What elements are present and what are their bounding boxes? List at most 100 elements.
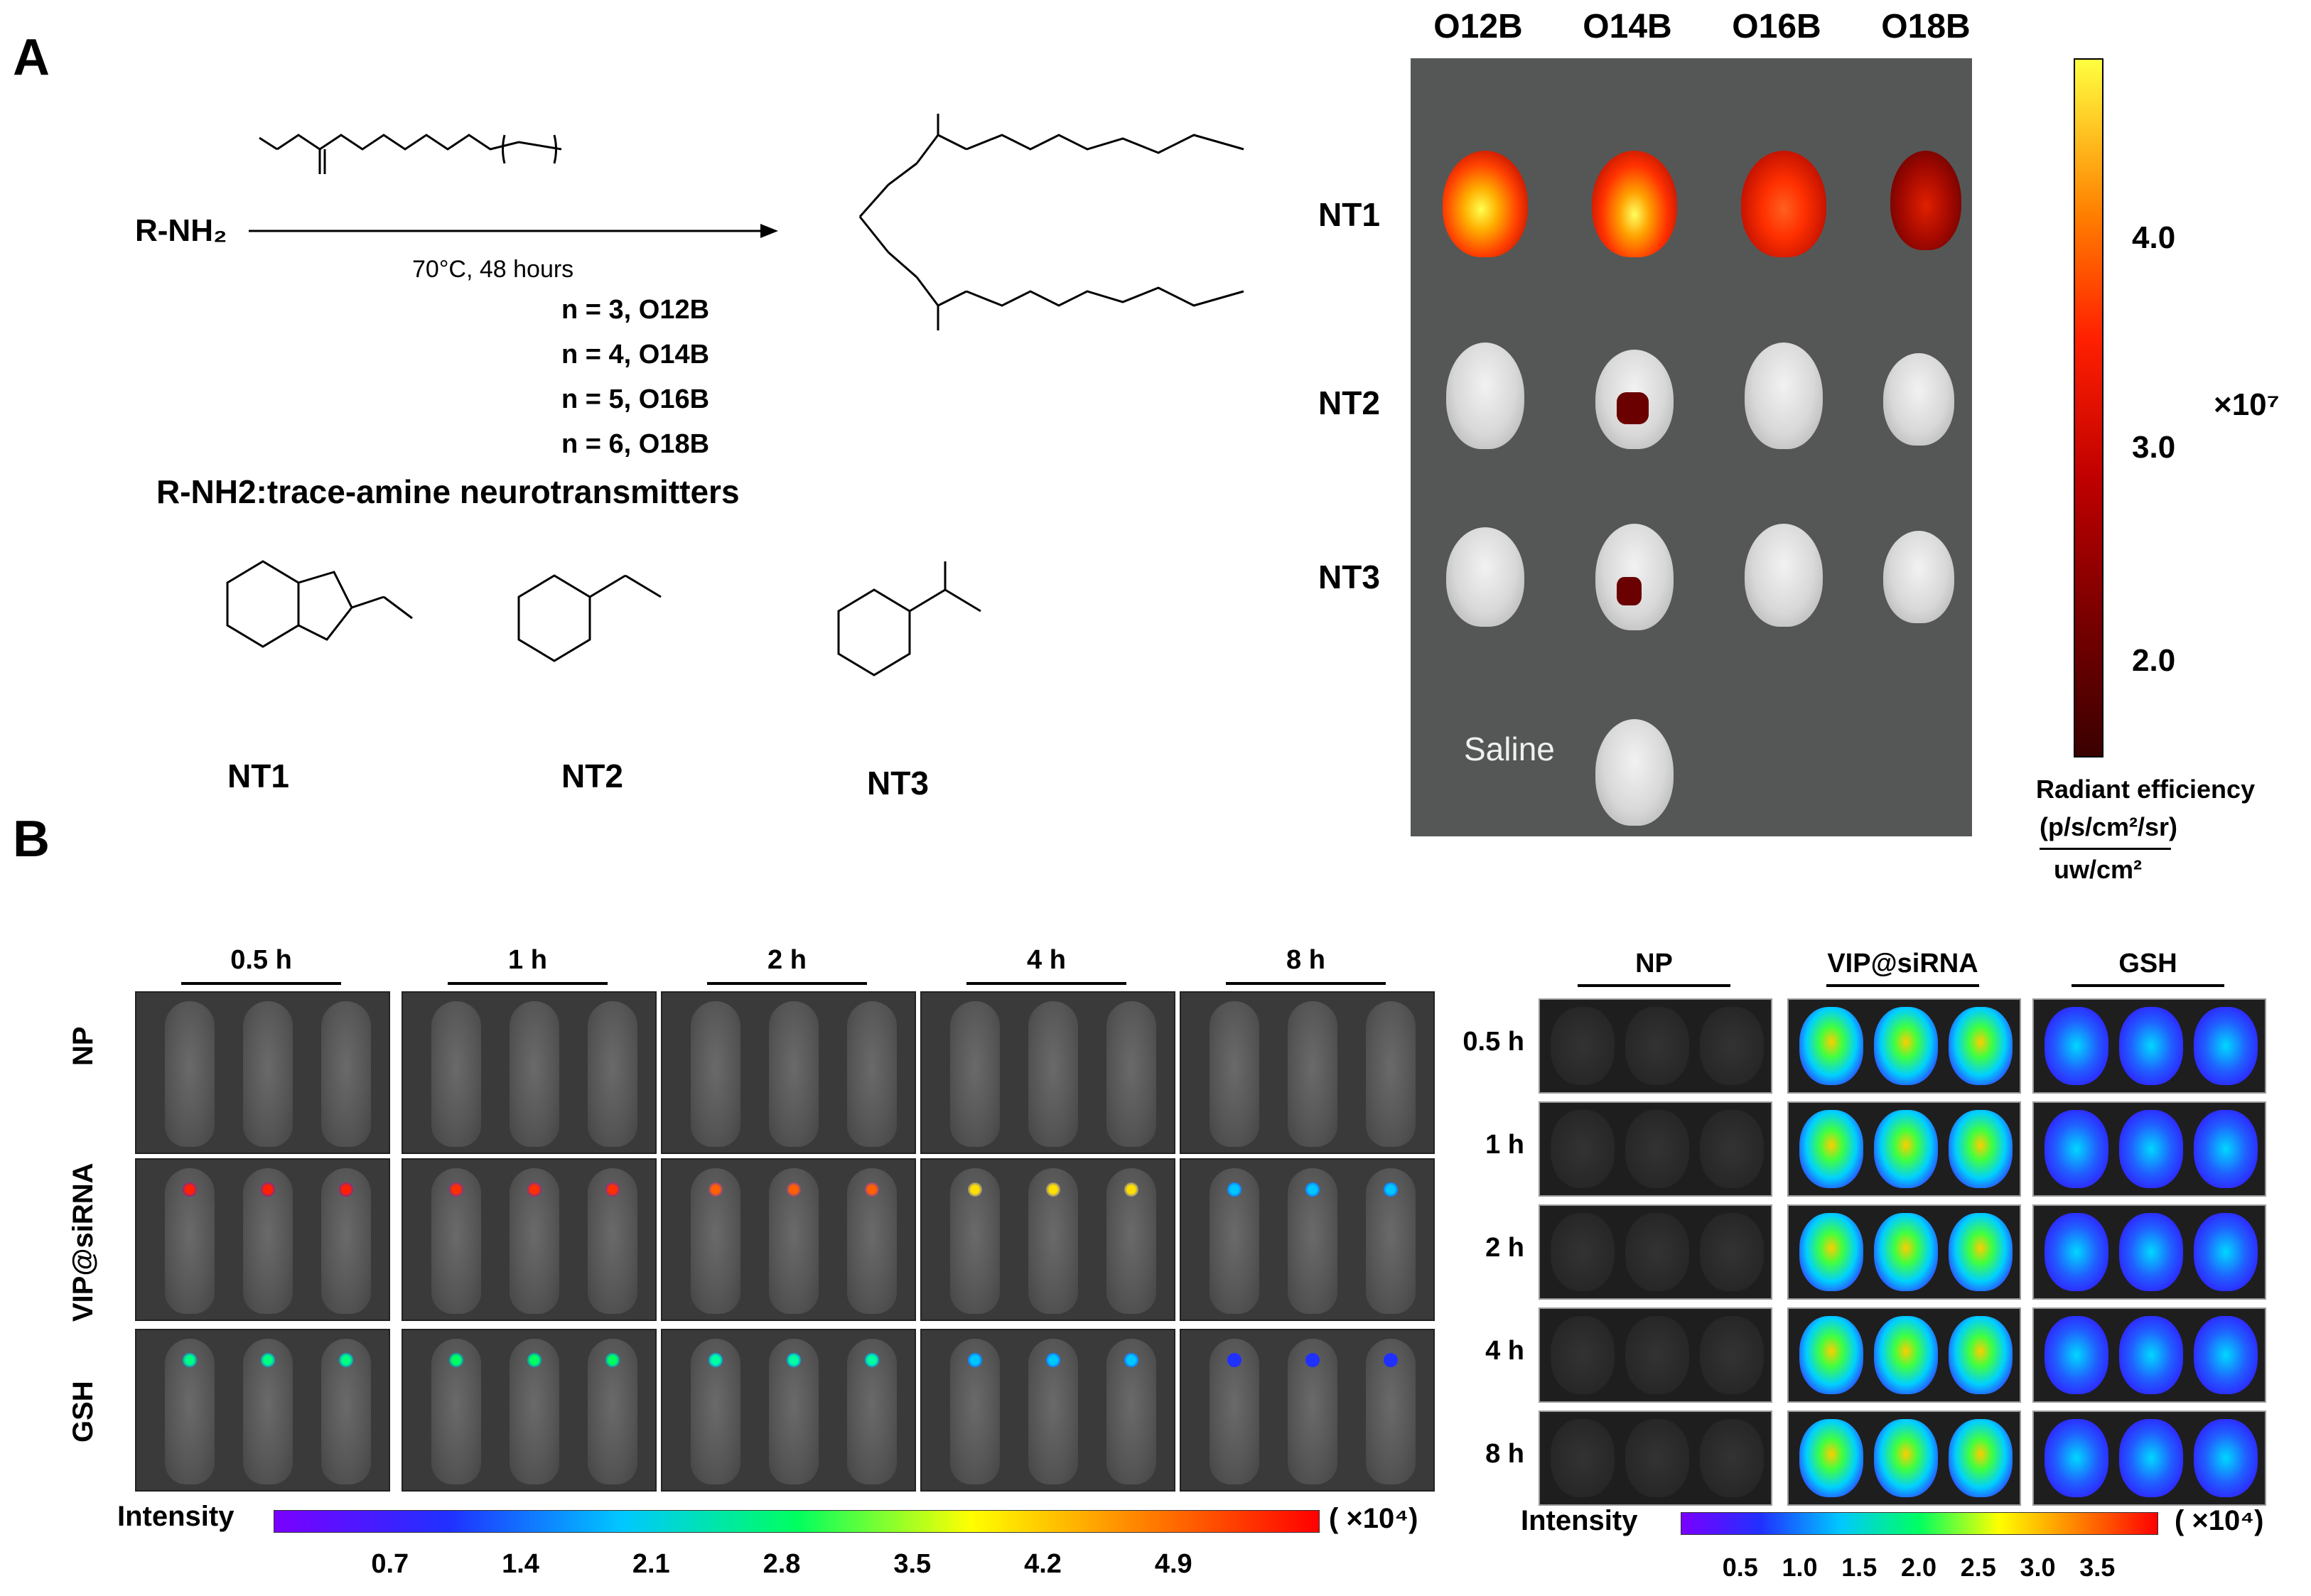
mouse-silhouette — [431, 1001, 481, 1147]
time-header: 8 h — [1286, 945, 1325, 975]
brain-fluorescence — [1949, 1316, 2013, 1394]
brain-image-panel — [1787, 1307, 2021, 1403]
mouse-image-panel — [661, 1158, 916, 1321]
group-label-vip-sirna: VIP@siRNA — [68, 1163, 99, 1322]
brain-nt1-o16b — [1741, 151, 1826, 257]
mouse-silhouette — [691, 1001, 740, 1147]
brain-fluorescence — [1625, 1419, 1689, 1497]
fluorescence-spot — [1384, 1353, 1398, 1367]
reaction-scheme — [249, 114, 1244, 330]
brain-fluorescence — [2119, 1419, 2183, 1497]
time-underline — [966, 982, 1126, 985]
mouse-image-panel — [135, 991, 390, 1154]
mouse-silhouette — [243, 1001, 293, 1147]
fluorescence-spot — [1046, 1353, 1060, 1367]
brain-group-header: GSH — [2118, 949, 2177, 978]
brain-nt2-o16b — [1745, 343, 1823, 449]
n-item-3: n = 5, O16B — [561, 384, 710, 414]
time-underline — [448, 982, 608, 985]
cb-fraction-bar — [2040, 848, 2171, 850]
mouse-silhouette — [1366, 1001, 1416, 1147]
fluorescence-spot — [865, 1182, 879, 1197]
right-colorbar-tick: 0.5 — [1722, 1553, 1758, 1582]
brain-image-panel — [1787, 1101, 2021, 1197]
cb-tick-4: 4.0 — [2132, 220, 2176, 255]
brain-fluorescence — [2045, 1316, 2108, 1394]
time-underline — [181, 982, 341, 985]
n-item-1: n = 3, O12B — [561, 295, 710, 325]
brain-time-label: 4 h — [1485, 1336, 1524, 1366]
cb-label-line3: uw/cm² — [2054, 855, 2143, 884]
fluorescence-spot — [449, 1353, 463, 1367]
fluorescence-spot — [1305, 1353, 1320, 1367]
time-header: 4 h — [1027, 945, 1066, 975]
brain-image-panel — [1787, 1411, 2021, 1506]
brain-image-panel — [1539, 1411, 1772, 1506]
fluorescence-spot — [1227, 1353, 1241, 1367]
mouse-image-panel — [402, 1329, 657, 1492]
brain-image-panel — [2032, 1101, 2266, 1197]
time-header: 2 h — [767, 945, 807, 975]
brain-group-header: VIP@siRNA — [1827, 949, 1978, 978]
radiant-efficiency-colorbar — [2074, 58, 2103, 757]
nt3-structure-label: NT3 — [867, 765, 929, 802]
fluorescence-spot — [787, 1182, 801, 1197]
brain-fluorescence — [1874, 1316, 1938, 1394]
brain-fluorescence — [1949, 1419, 2013, 1497]
cb-label-line1: Radiant efficiency — [2036, 775, 2256, 804]
n-item-2: n = 4, O14B — [561, 340, 710, 370]
brain-image-panel — [2032, 1307, 2266, 1403]
fluorescence-spot — [449, 1182, 463, 1197]
left-colorbar-tick: 1.4 — [502, 1549, 539, 1579]
mouse-image-panel — [135, 1158, 390, 1321]
group-underline — [2072, 984, 2224, 987]
n-item-4: n = 6, O18B — [561, 429, 710, 459]
brain-fluorescence — [1551, 1007, 1615, 1085]
brain-fluorescence — [1625, 1316, 1689, 1394]
fluorescence-spot — [1305, 1182, 1320, 1197]
right-multiplier: ( ×10⁴) — [2175, 1505, 2264, 1536]
brain-image-panel — [1539, 1101, 1772, 1197]
mouse-image-panel — [402, 1158, 657, 1321]
mouse-silhouette — [1288, 1001, 1337, 1147]
brain-fluorescence — [1700, 1110, 1764, 1188]
mouse-image-panel — [920, 1329, 1175, 1492]
fluorescence-spot — [1384, 1182, 1398, 1197]
time-underline — [1226, 982, 1386, 985]
mouse-silhouette — [769, 1001, 819, 1147]
fluorescence-spot — [1124, 1182, 1138, 1197]
row-header-nt1: NT1 — [1318, 196, 1380, 233]
brain-fluorescence — [1700, 1213, 1764, 1291]
brain-fluorescence — [1874, 1110, 1938, 1188]
group-label-gsh: GSH — [68, 1381, 99, 1443]
panel-letter-b: B — [13, 811, 50, 868]
brain-fluorescence — [1551, 1316, 1615, 1394]
mouse-silhouette — [1210, 1001, 1259, 1147]
brain-time-label: 0.5 h — [1462, 1027, 1524, 1057]
brain-fluorescence — [2194, 1316, 2258, 1394]
brain-image-panel — [1539, 1204, 1772, 1300]
nt1-structure-label: NT1 — [227, 757, 289, 794]
brain-image-panel — [1787, 998, 2021, 1094]
fluorescence-spot — [1124, 1353, 1138, 1367]
group-label-np: NP — [68, 1026, 99, 1066]
brain-image-panel — [2032, 998, 2266, 1094]
cb-tick-2: 2.0 — [2132, 643, 2176, 678]
brain-fluorescence — [2119, 1007, 2183, 1085]
brain-fluorescence — [1874, 1213, 1938, 1291]
brain-nt1-o18b — [1890, 151, 1961, 250]
group-underline — [1578, 984, 1730, 987]
panel-letter-a: A — [13, 29, 50, 86]
brain-time-label: 1 h — [1485, 1130, 1524, 1160]
mouse-image-panel — [661, 991, 916, 1154]
brain-image-panel — [1539, 998, 1772, 1094]
scheme-caption: R-NH2:trace-amine neurotransmitters — [156, 473, 740, 510]
left-colorbar-tick: 3.5 — [893, 1549, 932, 1579]
brain-time-label: 2 h — [1485, 1233, 1524, 1263]
fluorescence-spot — [605, 1353, 620, 1367]
fluorescence-spot — [261, 1182, 275, 1197]
right-colorbar-tick: 2.5 — [1960, 1553, 1996, 1582]
fluorescence-spot — [527, 1182, 542, 1197]
ivis-brain-image: Saline — [1411, 58, 1972, 836]
brain-fluorescence — [1949, 1213, 2013, 1291]
